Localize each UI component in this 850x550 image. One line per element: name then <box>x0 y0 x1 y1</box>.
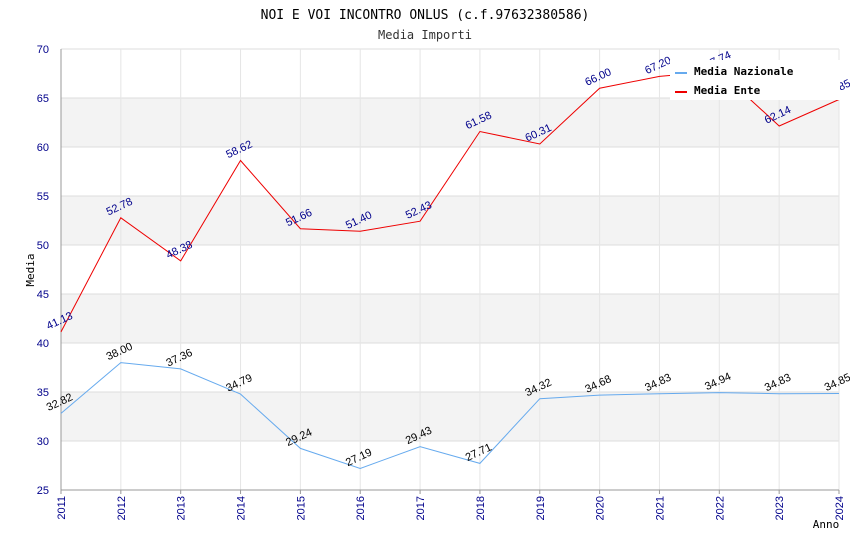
data-point-media-nazionale <box>778 392 781 395</box>
x-tick-label: 2017 <box>415 496 427 520</box>
x-tick-label: 2014 <box>236 496 248 520</box>
axes <box>60 49 840 494</box>
data-label-media-nazionale: 37.36 <box>164 347 194 370</box>
grid-band <box>61 392 839 441</box>
series-line-media-nazionale <box>60 362 840 470</box>
data-point-media-nazionale <box>299 447 302 450</box>
y-tick-label: 70 <box>37 44 49 56</box>
y-tick-label: 35 <box>37 387 49 399</box>
data-label-media-nazionale: 27.71 <box>464 441 494 464</box>
data-point-media-ente <box>478 130 481 133</box>
data-point-media-ente <box>778 125 781 128</box>
data-point-media-nazionale <box>478 462 481 465</box>
y-tick-label: 40 <box>37 338 49 350</box>
y-tick-label: 55 <box>37 191 49 203</box>
data-point-media-nazionale <box>119 361 122 364</box>
data-point-media-nazionale <box>359 467 362 470</box>
data-label-media-nazionale: 27.19 <box>344 447 374 470</box>
legend-box <box>670 60 840 100</box>
data-label-media-nazionale: 38.00 <box>105 341 135 364</box>
grid-bands <box>61 98 839 441</box>
x-tick-label: 2021 <box>654 496 666 520</box>
x-tick-label: 2013 <box>176 496 188 520</box>
y-tick-label: 45 <box>37 289 49 301</box>
x-tick-label: 2024 <box>834 496 846 520</box>
data-point-media-nazionale <box>179 367 182 370</box>
data-label-media-nazionale: 34.85 <box>823 371 850 394</box>
data-label-media-ente: 67.20 <box>643 54 673 77</box>
legend: Media Nazionale Media Ente <box>670 60 840 100</box>
data-label-media-ente: 66.00 <box>583 66 613 89</box>
data-point-media-ente <box>179 259 182 262</box>
grid-band <box>61 98 839 147</box>
data-point-media-nazionale <box>838 392 841 395</box>
data-point-media-ente <box>598 87 601 90</box>
data-point-media-nazionale <box>538 397 541 400</box>
data-label-media-nazionale: 34.79 <box>224 372 254 395</box>
data-point-media-ente <box>419 220 422 223</box>
legend-label-media-nazionale: Media Nazionale <box>694 65 794 78</box>
grid-band <box>61 294 839 343</box>
y-tick-label: 30 <box>37 436 49 448</box>
chart-subtitle: Media Importi <box>378 28 472 42</box>
data-point-media-ente <box>359 230 362 233</box>
x-tick-label: 2018 <box>475 496 487 520</box>
chart-title: NOI E VOI INCONTRO ONLUS (c.f.9763238058… <box>261 8 590 23</box>
legend-label-media-ente: Media Ente <box>694 84 761 97</box>
x-tick-label: 2012 <box>116 496 128 520</box>
data-label-media-nazionale: 34.83 <box>643 372 673 395</box>
data-point-media-nazionale <box>658 392 661 395</box>
data-point-media-ente <box>60 330 63 333</box>
x-tick-label: 2020 <box>595 496 607 520</box>
x-tick-label: 2019 <box>535 496 547 520</box>
x-axis-title: Anno <box>813 518 840 531</box>
y-tick-label: 60 <box>37 142 49 154</box>
tick-labels: 25 30 35 40 45 50 55 60 65 70 2011 2012 2013 2014 2015… <box>37 44 846 520</box>
x-tick-label: 2022 <box>714 496 726 520</box>
y-tick-label: 65 <box>37 93 49 105</box>
data-label-media-nazionale: 34.94 <box>703 371 733 394</box>
y-tick-label: 50 <box>37 240 49 252</box>
data-point-media-ente <box>538 142 541 145</box>
data-point-media-nazionale <box>419 445 422 448</box>
x-tick-label: 2016 <box>355 496 367 520</box>
x-tick-label: 2015 <box>295 496 307 520</box>
x-tick-label: 2011 <box>56 496 68 520</box>
x-tick-label: 2023 <box>774 496 786 520</box>
data-point-media-ente <box>239 159 242 162</box>
data-point-media-nazionale <box>60 412 63 415</box>
data-point-media-ente <box>299 227 302 230</box>
data-point-media-ente <box>119 216 122 219</box>
data-label-media-nazionale: 34.83 <box>763 372 793 395</box>
data-point-media-nazionale <box>718 391 721 394</box>
grid-band <box>61 196 839 245</box>
data-point-media-nazionale <box>239 393 242 396</box>
y-tick-label: 25 <box>37 485 49 497</box>
data-point-media-nazionale <box>598 394 601 397</box>
y-axis-title: Media <box>24 253 37 286</box>
data-point-media-ente <box>658 75 661 78</box>
